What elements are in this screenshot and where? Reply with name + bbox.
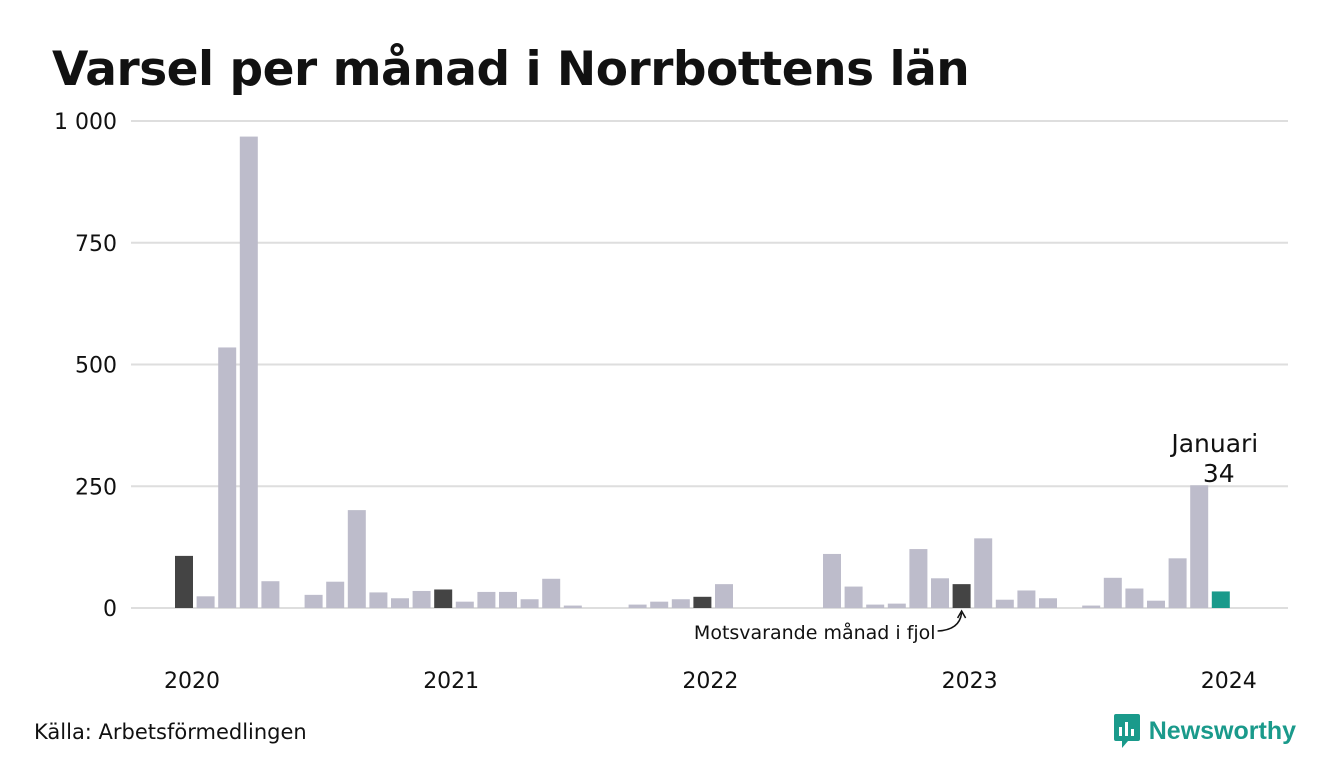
- x-tick-label: 2021: [423, 669, 479, 694]
- brand: Newsworthy: [1113, 713, 1296, 749]
- x-tick-label: 2020: [164, 669, 220, 694]
- y-tick-label: 1 000: [54, 110, 117, 135]
- y-tick-label: 0: [103, 597, 117, 622]
- bar: [499, 591, 517, 608]
- bar: [455, 601, 474, 608]
- bar: [434, 589, 453, 608]
- bar: [218, 347, 237, 608]
- bar: [823, 553, 841, 608]
- bar: [477, 591, 496, 608]
- current-value-label: 34: [1203, 459, 1235, 488]
- bar: [1147, 600, 1165, 608]
- current-month-label: Januari: [1169, 429, 1258, 458]
- bar: [866, 604, 885, 608]
- brand-name: Newsworthy: [1148, 716, 1296, 745]
- bar: [974, 538, 993, 608]
- y-axis-tick-labels: 0 250 500 750 1 000: [54, 110, 117, 622]
- bar: [1168, 558, 1187, 608]
- last-year-label: Motsvarande månad i fjol: [694, 621, 936, 644]
- chart-title: Varsel per månad i Norrbottens län: [52, 42, 970, 97]
- bar: [1039, 598, 1057, 608]
- bar: [196, 596, 215, 608]
- bar: [1125, 588, 1144, 608]
- bar: [520, 599, 539, 608]
- newsworthy-logo-icon: [1113, 714, 1140, 748]
- bars: [175, 136, 1230, 609]
- bar: [1017, 590, 1036, 608]
- bar: [412, 590, 431, 608]
- bar: [844, 586, 863, 608]
- bar: [239, 136, 258, 609]
- y-tick-label: 750: [75, 232, 117, 257]
- bar: [650, 601, 669, 608]
- bar: [369, 592, 388, 608]
- bar: [326, 581, 345, 608]
- last-year-arrow: [937, 612, 963, 632]
- bar: [175, 555, 193, 608]
- bar: [542, 578, 561, 608]
- bar: [1211, 591, 1230, 608]
- bar: [952, 584, 971, 608]
- bar: [909, 549, 928, 608]
- y-tick-label: 500: [75, 354, 117, 379]
- bar: [304, 594, 323, 608]
- bar: [995, 599, 1014, 608]
- grid-lines: [131, 120, 1288, 609]
- bar: [931, 578, 949, 608]
- bar: [1190, 485, 1209, 608]
- x-tick-label: 2024: [1201, 669, 1257, 694]
- bar: [563, 605, 582, 608]
- bar: [261, 581, 280, 608]
- source-label: Källa: Arbetsförmedlingen: [34, 720, 307, 744]
- bar: [715, 584, 733, 608]
- bar: [1103, 577, 1122, 608]
- last-year-arrowhead: [956, 609, 967, 619]
- bar: [887, 603, 906, 608]
- x-tick-label: 2023: [942, 669, 998, 694]
- bar: [693, 596, 712, 608]
- y-tick-label: 250: [75, 475, 117, 500]
- bar: [1082, 605, 1101, 608]
- bar: [391, 598, 409, 608]
- bar: [671, 599, 690, 608]
- x-axis-tick-labels: 2020 2021 2022 2023 2024: [164, 669, 1257, 694]
- bar: [628, 604, 647, 608]
- bar: [347, 510, 366, 608]
- x-tick-label: 2022: [682, 669, 738, 694]
